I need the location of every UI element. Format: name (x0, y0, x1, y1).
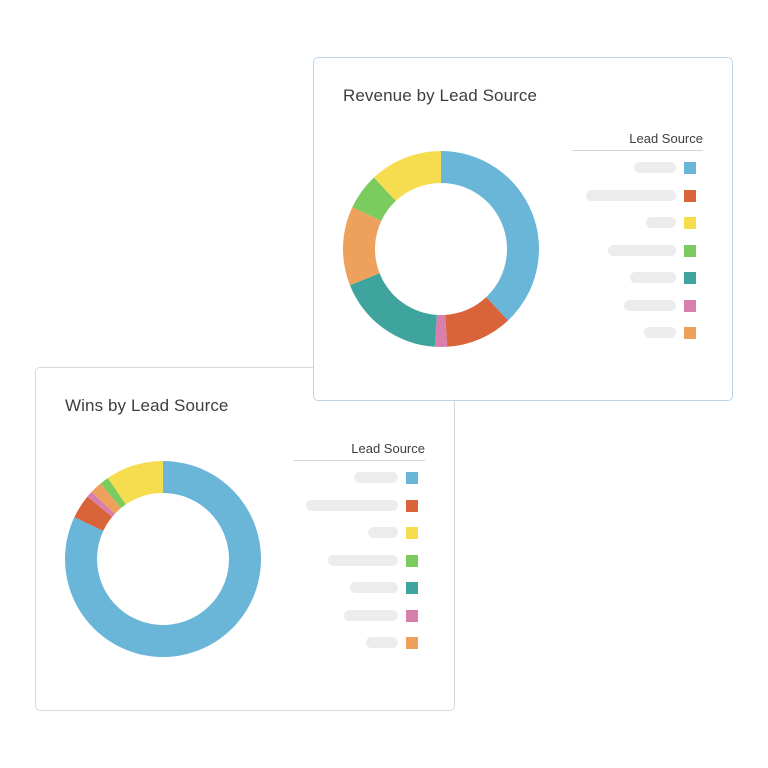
legend-swatch (406, 554, 418, 567)
donut-slice[interactable] (91, 483, 121, 514)
legend-item[interactable] (586, 189, 696, 202)
donut-slice[interactable] (441, 151, 539, 321)
donut-slice[interactable] (74, 496, 113, 531)
legend-label-placeholder (368, 527, 398, 538)
legend-label-placeholder (624, 299, 676, 311)
donut-slice[interactable] (343, 207, 382, 286)
revenue-donut-chart (343, 151, 539, 347)
donut-slice[interactable] (349, 273, 437, 347)
legend-swatch (406, 527, 418, 539)
legend-label-placeholder (634, 162, 676, 173)
legend-item[interactable] (646, 217, 696, 229)
legend-label-placeholder (306, 499, 398, 511)
legend-item[interactable] (644, 327, 696, 339)
legend-title: Lead Source (629, 131, 703, 146)
legend-swatch (684, 189, 696, 202)
donut-slice[interactable] (65, 461, 261, 657)
wins-donut-chart (65, 461, 261, 657)
legend-item[interactable] (306, 499, 418, 512)
legend-swatch (406, 609, 418, 622)
legend-label-placeholder (350, 582, 398, 593)
donut-slice[interactable] (373, 151, 441, 201)
legend-item[interactable] (354, 472, 418, 484)
chart-title: Revenue by Lead Source (343, 86, 538, 105)
legend-label-placeholder (344, 609, 398, 621)
legend-swatch (684, 217, 696, 229)
donut-slice[interactable] (445, 297, 509, 347)
legend-swatch (406, 582, 418, 594)
legend-item[interactable] (630, 272, 696, 284)
legend-swatch (406, 637, 418, 649)
legend-swatch (406, 499, 418, 512)
legend-swatch (684, 327, 696, 339)
legend-item[interactable] (624, 299, 696, 312)
legend-title: Lead Source (351, 441, 425, 456)
legend-item[interactable] (350, 582, 418, 594)
legend-item[interactable] (608, 244, 696, 257)
legend-divider (572, 150, 703, 151)
legend-swatch (684, 272, 696, 284)
wins-chart-card: Wins by Lead Source Lead Source (35, 367, 455, 711)
legend-label-placeholder (644, 327, 676, 338)
donut-slice[interactable] (434, 314, 448, 347)
legend-swatch (684, 244, 696, 257)
donut-slice[interactable] (100, 477, 126, 509)
donut-slice[interactable] (352, 177, 396, 221)
legend-label-placeholder (328, 554, 398, 566)
legend-item[interactable] (328, 554, 418, 567)
legend-swatch (684, 162, 696, 174)
legend-label-placeholder (354, 472, 398, 483)
legend-swatch (406, 472, 418, 484)
legend-label-placeholder (366, 637, 398, 648)
revenue-chart-card: Revenue by Lead Source Lead Source (313, 57, 733, 401)
legend-item[interactable] (344, 609, 418, 622)
legend-label-placeholder (586, 189, 676, 201)
legend-divider (294, 460, 425, 461)
legend-swatch (684, 299, 696, 312)
legend-label-placeholder (630, 272, 676, 283)
legend-item[interactable] (368, 527, 418, 539)
chart-title: Wins by Lead Source (65, 396, 229, 415)
legend-item[interactable] (366, 637, 418, 649)
donut-slice[interactable] (87, 491, 115, 517)
legend-item[interactable] (634, 162, 696, 174)
donut-slice[interactable] (107, 461, 163, 505)
legend-label-placeholder (646, 217, 676, 228)
legend-label-placeholder (608, 244, 676, 256)
